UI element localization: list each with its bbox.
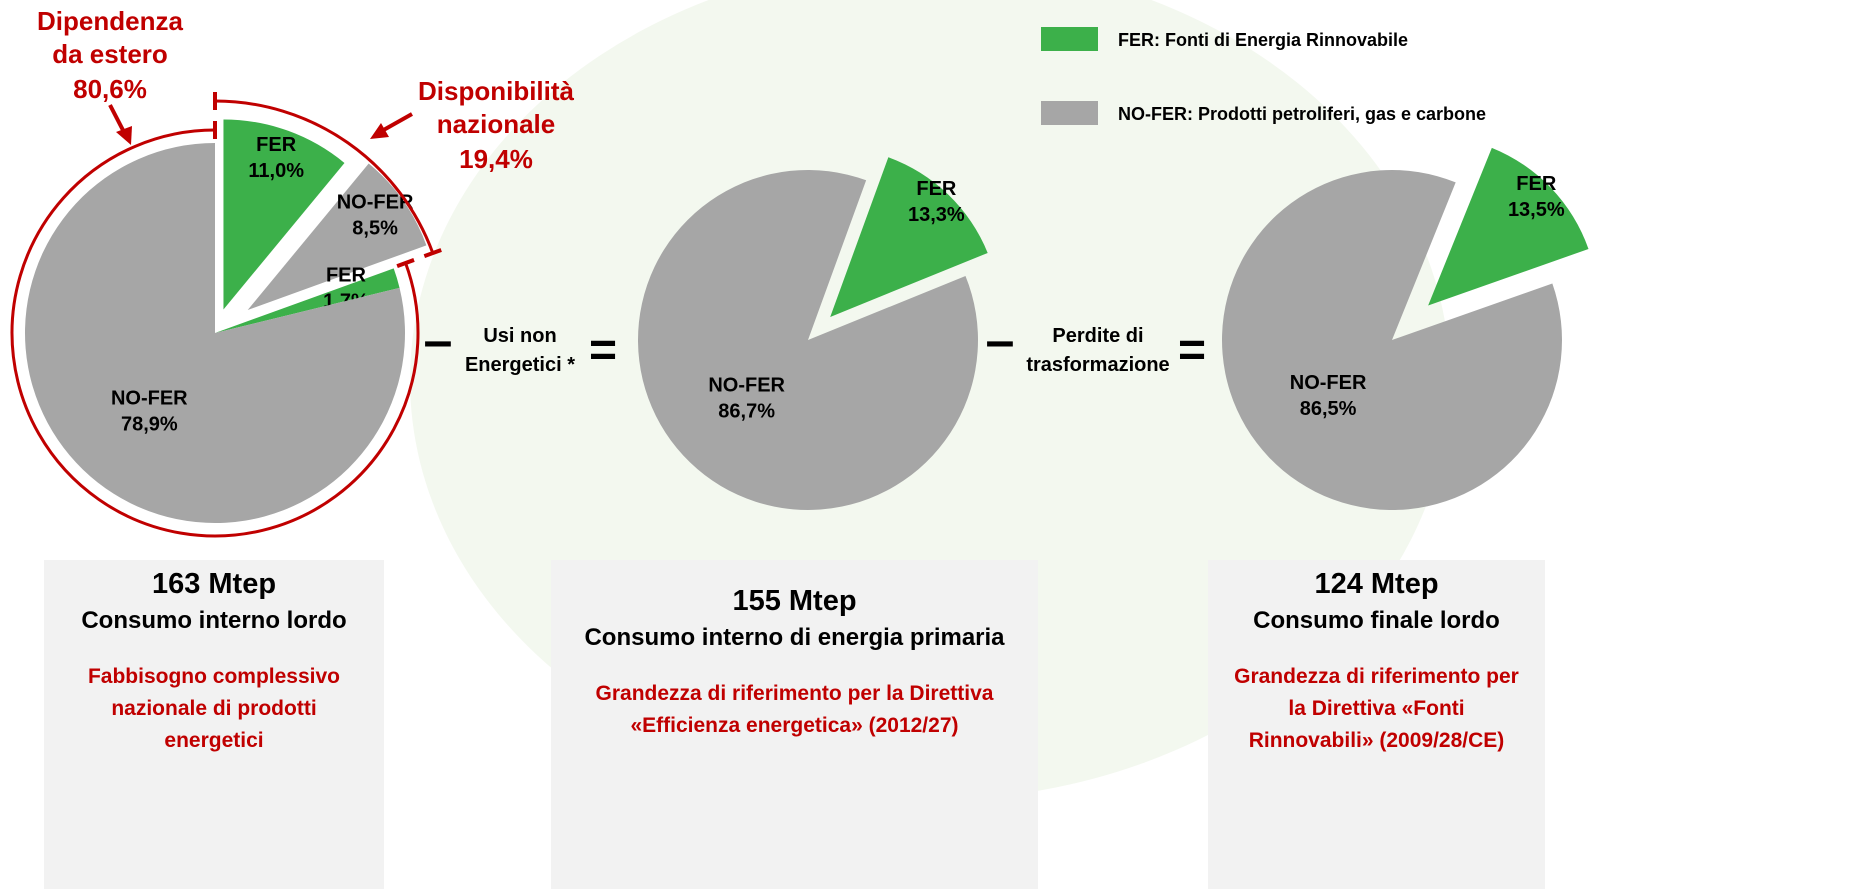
slice-label: 78,9%	[121, 414, 178, 436]
pie-slice	[215, 268, 400, 333]
slice-category: NO-FER	[1290, 372, 1367, 394]
operator-equals: =	[1178, 324, 1206, 377]
operator-text: Energetici *	[465, 354, 575, 376]
bracket-cap	[423, 248, 442, 259]
bracket-cap	[396, 258, 415, 269]
slice-label: 13,3%	[908, 204, 965, 226]
legend-label: NO-FER: Prodotti petroliferi, gas e carb…	[1118, 104, 1486, 124]
pie-slice	[223, 119, 345, 310]
annotation-value: 80,6%	[73, 74, 147, 104]
slice-category: FER	[1516, 173, 1557, 195]
annotation-text: nazionale	[437, 109, 555, 139]
info-box: 124 Mtep Consumo finale lordo Grandezza di…	[1208, 560, 1545, 889]
operator-minus: –	[424, 312, 453, 370]
pie-slice	[25, 143, 406, 523]
box-subtitle: Consumo finale lordo	[1253, 607, 1500, 634]
info-box: 163 Mtep Consumo interno lordo Fabbisogno …	[44, 560, 384, 889]
info-box: 155 Mtep Consumo interno di energia prima…	[551, 560, 1038, 889]
box-subtitle: Consumo interno di energia primaria	[584, 624, 1005, 651]
box-note: Fabbisogno complessivo nazionale di prod…	[87, 665, 341, 752]
operator-text: Usi non	[483, 325, 556, 347]
operator-minus: –	[986, 312, 1015, 370]
slice-label: 86,7%	[718, 401, 775, 423]
pie-slice	[830, 157, 988, 317]
box-note: Grandezza di riferimento per la Direttiv…	[595, 682, 994, 737]
slice-label: 86,5%	[1300, 398, 1357, 420]
arrow	[379, 112, 413, 134]
slice-category: NO-FER	[708, 375, 785, 397]
legend-swatch	[1041, 101, 1098, 125]
annotation-text: da estero	[52, 39, 168, 69]
annotation-text: Dipendenza	[37, 6, 183, 36]
pie-slice	[247, 163, 427, 310]
pie-slice	[1428, 147, 1589, 306]
bracket-arc	[10, 128, 420, 538]
legend-label: FER: Fonti di Energia Rinnovabile	[1118, 30, 1408, 50]
operator-text: Perdite di	[1052, 325, 1143, 347]
slice-category: NO-FER	[337, 191, 414, 213]
operator-equals: =	[589, 324, 617, 377]
slice-label: 8,5%	[352, 217, 398, 239]
slice-category: FER	[256, 134, 297, 156]
slice-category: NO-FER	[111, 388, 188, 410]
annotation-text: Disponibilità	[418, 76, 575, 106]
box-title: 124 Mtep	[1314, 568, 1439, 600]
box-subtitle: Consumo interno lordo	[81, 607, 347, 634]
arrow-head	[116, 126, 132, 145]
slice-category: FER	[326, 264, 367, 286]
slice-category: FER	[916, 178, 957, 200]
box-note: Grandezza di riferimento per la Direttiv…	[1234, 665, 1519, 752]
annotation-value: 19,4%	[459, 144, 533, 174]
legend-swatch	[1041, 27, 1098, 51]
box-title: 155 Mtep	[732, 585, 857, 617]
pie-slice	[637, 169, 978, 510]
operator-text: trasformazione	[1026, 354, 1169, 376]
pie-slice	[1222, 169, 1563, 510]
slice-label: 11,0%	[248, 160, 304, 182]
bracket-arc	[214, 99, 435, 254]
slice-label: 13,5%	[1508, 199, 1565, 221]
box-title: 163 Mtep	[151, 568, 277, 600]
arrow-head	[370, 123, 389, 139]
